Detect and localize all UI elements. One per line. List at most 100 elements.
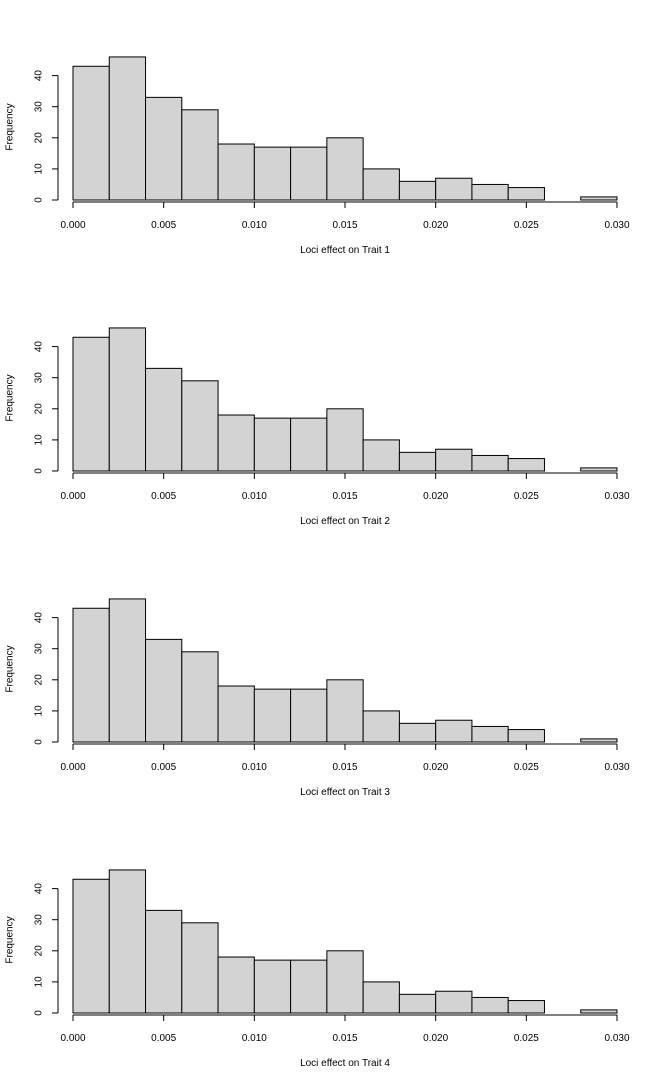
panel-4-y-axis-title: Frequency bbox=[5, 916, 16, 963]
panel-1-x-axis-title: Loci effect on Trait 1 bbox=[300, 245, 390, 256]
panel-2-y-tick-label: 0 bbox=[34, 468, 45, 474]
panel-2-y-tick-label: 40 bbox=[34, 341, 45, 353]
panel-2-histogram-bar bbox=[290, 417, 328, 472]
panel-1-histogram-bar bbox=[507, 187, 545, 201]
panel-2-histogram-bar bbox=[507, 458, 545, 472]
panel-4-histogram-bar bbox=[580, 1009, 618, 1014]
panel-3-y-tick-label: 0 bbox=[34, 739, 45, 745]
panel-4-x-tick-label: 0.030 bbox=[604, 1033, 629, 1044]
panel-1-y-tick-label: 0 bbox=[34, 197, 45, 203]
panel-3-x-tick-label: 0.025 bbox=[514, 762, 539, 773]
panel-1-y-tick-label: 30 bbox=[34, 101, 45, 113]
panel-4-histogram-bar bbox=[72, 878, 110, 1014]
panel-3-histogram-bar bbox=[398, 722, 437, 743]
panel-2-histogram-bar bbox=[145, 367, 183, 472]
panel-4-x-tick-label: 0.020 bbox=[423, 1033, 448, 1044]
panel-2-histogram-bar bbox=[181, 380, 219, 472]
panel-4-x-axis-title: Loci effect on Trait 4 bbox=[300, 1058, 390, 1069]
panel-2-histogram-bar bbox=[326, 408, 364, 472]
panel-2-y-axis-title: Frequency bbox=[5, 374, 16, 421]
panel-1-histogram-bar bbox=[471, 183, 509, 201]
panel-3-histogram-bar bbox=[253, 688, 292, 743]
panel-4-x-tick-label: 0.010 bbox=[242, 1033, 267, 1044]
panel-1-y-tick-label: 10 bbox=[34, 163, 45, 175]
panel-2-histogram-bar bbox=[108, 327, 147, 472]
panel-1-x-tick-label: 0.015 bbox=[332, 220, 357, 231]
panel-3-x-tick-label: 0.000 bbox=[60, 762, 85, 773]
panel-1-histogram-bar bbox=[253, 146, 292, 201]
panel-1-histogram-bar bbox=[326, 137, 364, 201]
panel-4-x-tick-label: 0.000 bbox=[60, 1033, 85, 1044]
panel-4-x-tick-label: 0.025 bbox=[514, 1033, 539, 1044]
panel-3-x-axis-title: Loci effect on Trait 3 bbox=[300, 787, 390, 798]
panel-3-histogram-bar bbox=[181, 651, 219, 743]
panel-2-x-tick-label: 0.000 bbox=[60, 491, 85, 502]
panel-2-histogram-bar bbox=[435, 448, 473, 472]
panel-4-y-tick-label: 20 bbox=[34, 945, 45, 957]
panel-2-histogram-bar bbox=[471, 454, 509, 472]
panel-4-x-tick-label: 0.005 bbox=[151, 1033, 176, 1044]
panel-4-y-tick-label: 30 bbox=[34, 914, 45, 926]
panel-2-x-tick-label: 0.020 bbox=[423, 491, 448, 502]
panel-1-histogram-bar bbox=[290, 146, 328, 201]
panel-4-histogram-bar bbox=[181, 922, 219, 1014]
panel-2-y-tick-label: 10 bbox=[34, 434, 45, 446]
panel-1-x-tick-label: 0.020 bbox=[423, 220, 448, 231]
panel-4-y-tick-label: 40 bbox=[34, 883, 45, 895]
panel-2-histogram-bar bbox=[253, 417, 292, 472]
panel-2-y-tick-label: 20 bbox=[34, 403, 45, 415]
panel-1-y-axis-title: Frequency bbox=[5, 103, 16, 150]
panel-1-x-tick-label: 0.010 bbox=[242, 220, 267, 231]
panel-4-histogram-bar bbox=[362, 981, 400, 1014]
panel-2-x-tick-label: 0.005 bbox=[151, 491, 176, 502]
panel-1-histogram-bar bbox=[181, 109, 219, 201]
panel-3-y-axis-title: Frequency bbox=[5, 645, 16, 692]
panel-1-y-tick-label: 40 bbox=[34, 70, 45, 82]
panel-1-histogram-bar bbox=[217, 143, 255, 201]
panel-1-histogram-bar bbox=[398, 180, 437, 201]
panel-1-histogram-bar bbox=[72, 65, 110, 201]
panel-3-histogram-bar bbox=[507, 729, 545, 743]
panel-3-histogram-bar bbox=[108, 598, 147, 743]
panel-4-histogram-bar bbox=[217, 956, 255, 1014]
panel-3-histogram-bar bbox=[72, 607, 110, 743]
panel-1-histogram-bar bbox=[145, 96, 183, 201]
panel-4-histogram-bar bbox=[326, 950, 364, 1014]
panel-4-histogram-bar bbox=[471, 996, 509, 1014]
panel-3-x-tick-label: 0.010 bbox=[242, 762, 267, 773]
panel-2-histogram-bar bbox=[72, 336, 110, 472]
panel-3-y-tick-label: 30 bbox=[34, 643, 45, 655]
panel-1-x-tick-label: 0.025 bbox=[514, 220, 539, 231]
panel-1-histogram-bar bbox=[435, 177, 473, 201]
panel-3-histogram-bar bbox=[145, 638, 183, 743]
panel-3-x-tick-label: 0.030 bbox=[604, 762, 629, 773]
panel-3-histogram-bar bbox=[580, 738, 618, 743]
panel-2-histogram-bar bbox=[217, 414, 255, 472]
panel-3-histogram-bar bbox=[290, 688, 328, 743]
panel-1-x-tick-label: 0.000 bbox=[60, 220, 85, 231]
panel-3-histogram-bar bbox=[435, 719, 473, 743]
panel-4-histogram-bar bbox=[290, 959, 328, 1014]
panel-3-histogram-bar bbox=[471, 725, 509, 743]
panel-1-y-tick-label: 20 bbox=[34, 132, 45, 144]
panel-3-x-tick-label: 0.015 bbox=[332, 762, 357, 773]
panel-1-histogram-bar bbox=[580, 196, 618, 201]
panel-3-x-tick-label: 0.020 bbox=[423, 762, 448, 773]
panel-2-x-tick-label: 0.015 bbox=[332, 491, 357, 502]
panel-4-histogram-bar bbox=[108, 869, 147, 1014]
panel-2-x-axis-title: Loci effect on Trait 2 bbox=[300, 516, 390, 527]
panel-4-histogram-bar bbox=[253, 959, 292, 1014]
panel-3-histogram-bar bbox=[217, 685, 255, 743]
panel-3-y-tick-label: 20 bbox=[34, 674, 45, 686]
panel-4-histogram-bar bbox=[145, 909, 183, 1014]
panel-4-y-tick-label: 0 bbox=[34, 1010, 45, 1016]
panel-4-histogram-bar bbox=[398, 993, 437, 1014]
panel-3-histogram-bar bbox=[326, 679, 364, 743]
panel-3-y-tick-label: 10 bbox=[34, 705, 45, 717]
panel-1-histogram-bar bbox=[362, 168, 400, 201]
panel-3-y-tick-label: 40 bbox=[34, 612, 45, 624]
panel-2-x-tick-label: 0.030 bbox=[604, 491, 629, 502]
panel-4-x-tick-label: 0.015 bbox=[332, 1033, 357, 1044]
panel-1-x-tick-label: 0.030 bbox=[604, 220, 629, 231]
